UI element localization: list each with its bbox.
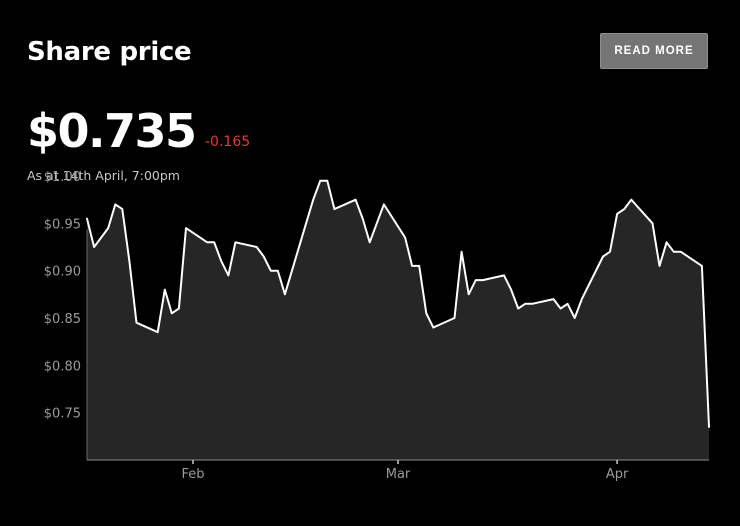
read-more-button[interactable]: READ MORE bbox=[600, 33, 708, 69]
y-tick-label: $1.00 bbox=[44, 170, 81, 185]
price-change: -0.165 bbox=[205, 134, 251, 150]
x-tick-label: Feb bbox=[181, 467, 204, 482]
y-tick-label: $0.85 bbox=[44, 312, 81, 327]
page-title: Share price bbox=[27, 37, 192, 67]
share-price-value: $0.735 bbox=[27, 104, 197, 158]
price-area bbox=[87, 180, 709, 460]
x-tick-label: Apr bbox=[606, 467, 629, 482]
y-tick-label: $0.80 bbox=[44, 359, 81, 374]
x-tick-label: Mar bbox=[386, 467, 411, 482]
y-tick-label: $0.95 bbox=[44, 217, 81, 232]
as-at-timestamp: As at 14th April, 7:00pm bbox=[27, 168, 180, 183]
y-tick-label: $0.90 bbox=[44, 265, 81, 280]
price-line bbox=[86, 179, 710, 428]
y-tick-label: $0.75 bbox=[44, 407, 81, 422]
